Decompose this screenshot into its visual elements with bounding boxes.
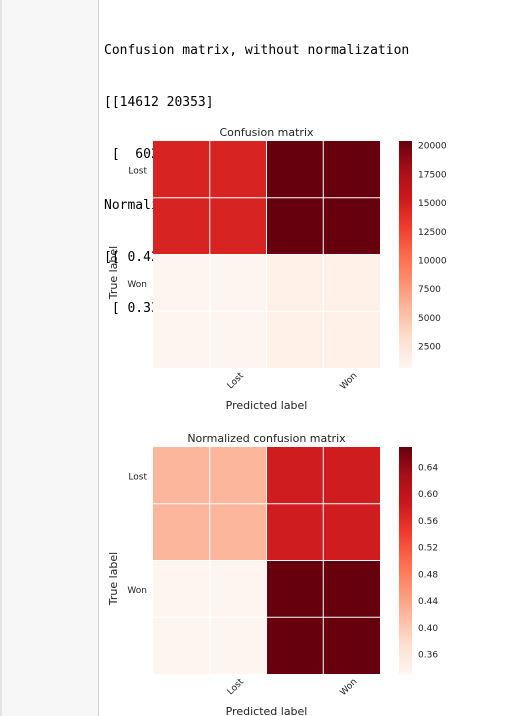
chart-title: Normalized confusion matrix bbox=[187, 432, 346, 445]
colorbar-tick-label: 0.44 bbox=[418, 597, 438, 607]
colorbar-tick-label: 0.64 bbox=[418, 464, 438, 474]
colorbar-tick-label: 7500 bbox=[418, 285, 441, 295]
colorbar-tick-label: 0.36 bbox=[418, 650, 438, 660]
cell-border bbox=[0, 0, 2, 716]
output-line: [[14612 20353] bbox=[104, 95, 214, 110]
colorbar-tick-label: 0.60 bbox=[418, 490, 438, 500]
x-axis-label: Predicted label bbox=[226, 705, 308, 716]
x-tick-label: Won bbox=[338, 677, 359, 698]
x-axis-label: Predicted label bbox=[226, 399, 308, 412]
y-tick-label: Won bbox=[127, 586, 147, 596]
x-tick-label: Won bbox=[338, 371, 359, 392]
colorbar-tick-label: 20000 bbox=[418, 142, 447, 152]
colorbar-tick-label: 0.52 bbox=[418, 544, 438, 554]
y-tick-label: Lost bbox=[128, 166, 147, 176]
y-tick-label: Won bbox=[127, 280, 147, 290]
colorbar-tick-label: 2500 bbox=[418, 343, 441, 353]
colorbar-tick-label: 15000 bbox=[418, 199, 447, 209]
colorbar-tick-label: 0.48 bbox=[418, 570, 438, 580]
colorbar-tick-label: 5000 bbox=[418, 314, 441, 324]
y-axis-label: True label bbox=[107, 246, 120, 300]
colorbar bbox=[399, 447, 412, 674]
chart-title: Confusion matrix bbox=[219, 126, 314, 139]
colorbar-tick-label: 10000 bbox=[418, 256, 447, 266]
colorbar bbox=[399, 141, 412, 368]
output-line: Confusion matrix, without normalization bbox=[104, 43, 410, 59]
colorbar-tick-label: 0.56 bbox=[418, 517, 438, 527]
colorbar-tick-label: 0.40 bbox=[418, 624, 438, 634]
cell-prompt-gutter bbox=[0, 0, 99, 716]
y-tick-label: Lost bbox=[128, 472, 147, 482]
colorbar-tick-label: 12500 bbox=[418, 228, 447, 238]
x-tick-label: Lost bbox=[226, 371, 247, 392]
cell-output-text: Confusion matrix, without normalization … bbox=[104, 8, 409, 335]
colorbar-tick-label: 17500 bbox=[418, 170, 447, 180]
y-axis-label: True label bbox=[107, 552, 120, 606]
x-tick-label: Lost bbox=[226, 677, 247, 698]
